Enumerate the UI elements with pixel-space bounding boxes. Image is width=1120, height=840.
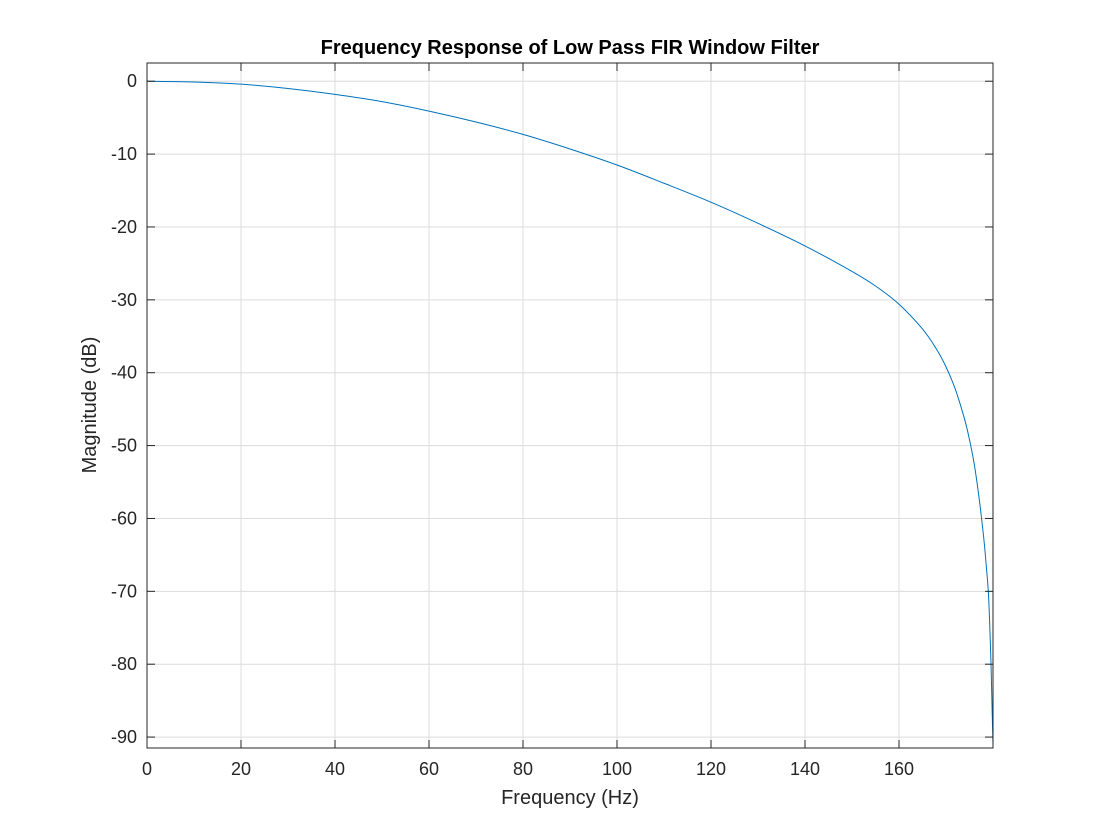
tick-marks [146,63,993,748]
data-layer [146,80,994,745]
x-tick-label: 160 [884,759,914,779]
x-tick-label: 0 [142,759,152,779]
x-tick-label: 140 [790,759,820,779]
y-tick-label: -80 [111,654,137,674]
x-tick-label: 120 [696,759,726,779]
y-tick-label: -70 [111,581,137,601]
y-tick-label: -50 [111,436,137,456]
chart-title: Frequency Response of Low Pass FIR Windo… [321,37,820,59]
y-tick-label: -40 [111,363,137,383]
x-axis-title: Frequency (Hz) [501,787,639,809]
x-tick-labels: 0 20 40 60 80 100 120 140 160 [142,759,914,779]
y-tick-label: -10 [111,144,137,164]
y-tick-label: -60 [111,508,137,528]
y-tick-label: 0 [127,71,137,91]
y-tick-label: -90 [111,727,137,747]
y-tick-labels: 0 -10 -20 -30 -40 -50 -60 -70 -80 -90 [111,71,137,747]
y-tick-label: -30 [111,290,137,310]
x-tick-label: 40 [325,759,345,779]
x-tick-label: 100 [602,759,632,779]
y-tick-label: -20 [111,217,137,237]
x-tick-label: 20 [231,759,251,779]
plot-area-border [146,62,994,749]
series-line-0 [146,80,994,745]
grid-lines [147,63,993,748]
plot-area-background [147,63,993,748]
x-tick-label: 60 [419,759,439,779]
y-axis-title: Magnitude (dB) [79,337,101,474]
x-tick-label: 80 [513,759,533,779]
